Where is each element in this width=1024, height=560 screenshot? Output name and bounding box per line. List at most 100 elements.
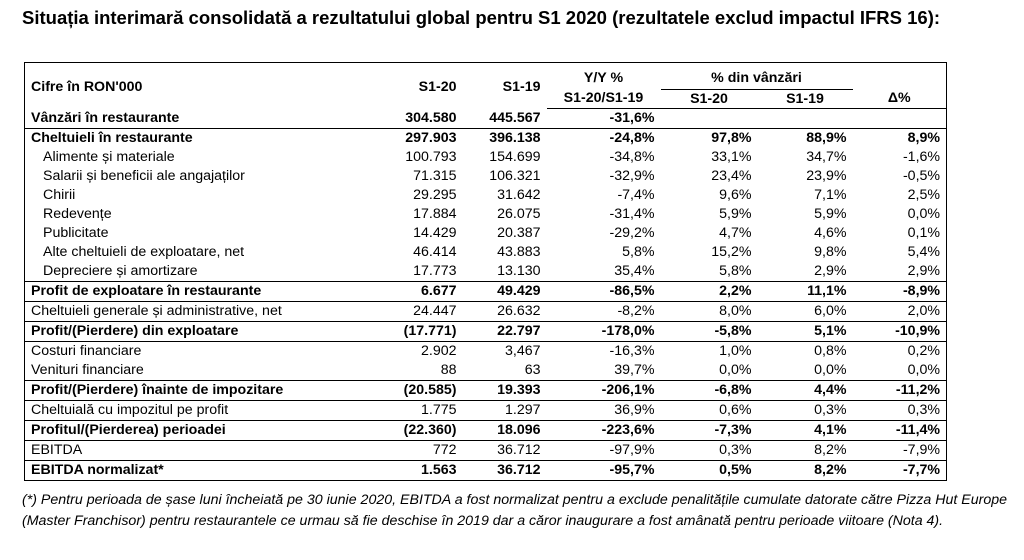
row-label: Cheltuieli în restaurante xyxy=(24,128,377,148)
row-label: Alimente și materiale xyxy=(43,149,175,165)
row-delta: -8,9% xyxy=(852,281,947,302)
row-label: Profit/(Pierdere) înainte de impozitare xyxy=(24,380,377,401)
row-pct-s1-19: 4,6% xyxy=(814,225,847,241)
row-delta: -11,4% xyxy=(852,420,947,441)
row-s1-19: 445.567 xyxy=(489,109,541,126)
row-pct-s1-19: 7,1% xyxy=(814,187,847,203)
header-s1-19: S1-19 xyxy=(502,79,541,96)
header-pct-of-sales: % din vânzări xyxy=(660,62,853,90)
row-label: Profit de exploatare în restaurante xyxy=(24,281,377,302)
row-label: Publicitate xyxy=(43,225,109,241)
table-row: Cheltuieli generale și administrative, n… xyxy=(24,301,947,322)
row-delta: -0,5% xyxy=(902,168,941,184)
row-s1-19: 3,467 xyxy=(462,341,547,361)
row-s1-20: 17.884 xyxy=(413,206,457,222)
table-row: Profit de exploatare în restaurante 6.677… xyxy=(24,281,947,302)
row-pct-s1-20: -7,3% xyxy=(660,420,758,441)
row-pct-s1-19: 0,0% xyxy=(814,362,847,378)
row-yy: -223,6% xyxy=(546,420,661,441)
row-s1-19: 43.883 xyxy=(497,244,541,260)
row-pct-s1-20: 97,8% xyxy=(660,128,758,148)
row-pct-s1-20: 0,3% xyxy=(660,440,758,461)
row-yy: -97,9% xyxy=(546,440,661,461)
row-s1-20: (20.585) xyxy=(376,380,463,401)
row-yy: -178,0% xyxy=(546,321,661,342)
row-s1-19: 19.393 xyxy=(462,380,547,401)
row-label: Cheltuială cu impozitul pe profit xyxy=(24,400,377,421)
row-s1-19: 26.075 xyxy=(497,206,541,222)
row-s1-19: 49.429 xyxy=(462,281,547,302)
row-s1-20: 1.775 xyxy=(376,400,463,421)
row-pct-s1-20: -6,8% xyxy=(660,380,758,401)
row-delta: 0,3% xyxy=(852,400,947,421)
row-s1-19: 36.712 xyxy=(462,460,547,481)
header-pct-s1-20: S1-20 xyxy=(660,89,758,109)
row-label: Salarii și beneficii ale angajaților xyxy=(43,168,245,184)
row-yy: -86,5% xyxy=(546,281,661,302)
row-s1-19: 22.797 xyxy=(462,321,547,342)
row-label: Depreciere și amortizare xyxy=(43,263,198,279)
row-pct-s1-19: 8,2% xyxy=(757,440,853,461)
row-label: EBITDA normalizat* xyxy=(24,460,377,481)
row-s1-20: 297.903 xyxy=(376,128,463,148)
header-delta: Δ% xyxy=(852,89,947,109)
row-pct-s1-19: 4,1% xyxy=(757,420,853,441)
row-delta: 2,9% xyxy=(907,263,941,279)
table-row: Salarii și beneficii ale angajaților 71.3… xyxy=(25,167,947,186)
row-s1-19: 1.297 xyxy=(462,400,547,421)
row-yy: 35,4% xyxy=(614,263,655,279)
row-s1-19: 20.387 xyxy=(497,225,541,241)
row-s1-20: 2.902 xyxy=(376,341,463,361)
row-label: Redevențe xyxy=(43,206,112,222)
row-pct-s1-19: 5,9% xyxy=(814,206,847,222)
row-label: Vânzări în restaurante xyxy=(31,109,180,126)
row-label: Venituri financiare xyxy=(31,362,144,378)
row-pct-s1-19: 88,9% xyxy=(757,128,853,148)
table-row: Alte cheltuieli de exploatare, net 46.414… xyxy=(25,243,947,262)
table-row: Depreciere și amortizare 17.773 13.130 35,4… xyxy=(25,262,947,282)
row-pct-s1-19: 0,3% xyxy=(757,400,853,421)
table-row: Redevențe 17.884 26.075 -31,4% 5,9% 5,9% 0,0% xyxy=(25,205,947,224)
row-pct-s1-19: 9,8% xyxy=(814,244,847,260)
row-s1-20: 14.429 xyxy=(413,225,457,241)
row-label: Profitul/(Pierderea) perioadei xyxy=(24,420,377,441)
row-delta: -10,9% xyxy=(852,321,947,342)
row-pct-s1-20: 0,0% xyxy=(719,362,752,378)
row-pct-s1-20: 5,9% xyxy=(719,206,752,222)
table-body: Vânzări în restaurante 304.580 445.567 -31,… xyxy=(24,109,947,481)
row-label: Costuri financiare xyxy=(24,341,377,361)
row-delta: 2,0% xyxy=(852,301,947,322)
table-row: Profit/(Pierdere) înainte de impozitare(… xyxy=(24,380,947,401)
row-pct-s1-19: 11,1% xyxy=(757,281,853,302)
row-s1-20: 71.315 xyxy=(413,168,457,184)
row-yy: -16,3% xyxy=(546,341,661,361)
table-header-row-2: S1-20/S1-19 S1-20 S1-19 Δ% xyxy=(25,89,947,109)
table-row: Chirii 29.295 31.642 -7,4% 9,6% 7,1% 2,5% xyxy=(25,186,947,205)
row-delta: 0,1% xyxy=(907,225,941,241)
table-row: EBITDA normalizat* 1.563 36.712 -95,7% 0,5% 8… xyxy=(24,460,947,481)
row-pct-s1-20: 2,2% xyxy=(660,281,758,302)
row-delta: 0,0% xyxy=(907,362,941,378)
row-s1-20: 46.414 xyxy=(413,244,457,260)
row-s1-20: 304.580 xyxy=(405,109,457,126)
row-pct-s1-19: 5,1% xyxy=(757,321,853,342)
table-row: EBITDA 772 36.712 -97,9% 0,3% 8,2% -7,9% xyxy=(24,440,947,461)
footnote: (*) Pentru perioada de șase luni încheia… xyxy=(22,492,1007,529)
row-pct-s1-20: 33,1% xyxy=(711,149,752,165)
row-pct-s1-20: 4,7% xyxy=(719,225,752,241)
row-s1-20: 100.793 xyxy=(405,149,457,165)
row-delta: 5,4% xyxy=(907,244,941,260)
header-pct-s1-19: S1-19 xyxy=(757,89,853,109)
row-pct-s1-20: -5,8% xyxy=(660,321,758,342)
row-s1-19: 396.138 xyxy=(462,128,547,148)
row-pct-s1-19: 4,4% xyxy=(757,380,853,401)
row-pct-s1-20: 5,8% xyxy=(719,263,752,279)
row-yy: -7,4% xyxy=(617,187,655,203)
row-s1-20: 24.447 xyxy=(376,301,463,322)
row-pct-s1-19: 0,8% xyxy=(757,341,853,361)
row-s1-20: (22.360) xyxy=(376,420,463,441)
row-pct-s1-20: 0,5% xyxy=(660,460,758,481)
row-delta: -7,7% xyxy=(852,460,947,481)
row-s1-19: 154.699 xyxy=(489,149,541,165)
